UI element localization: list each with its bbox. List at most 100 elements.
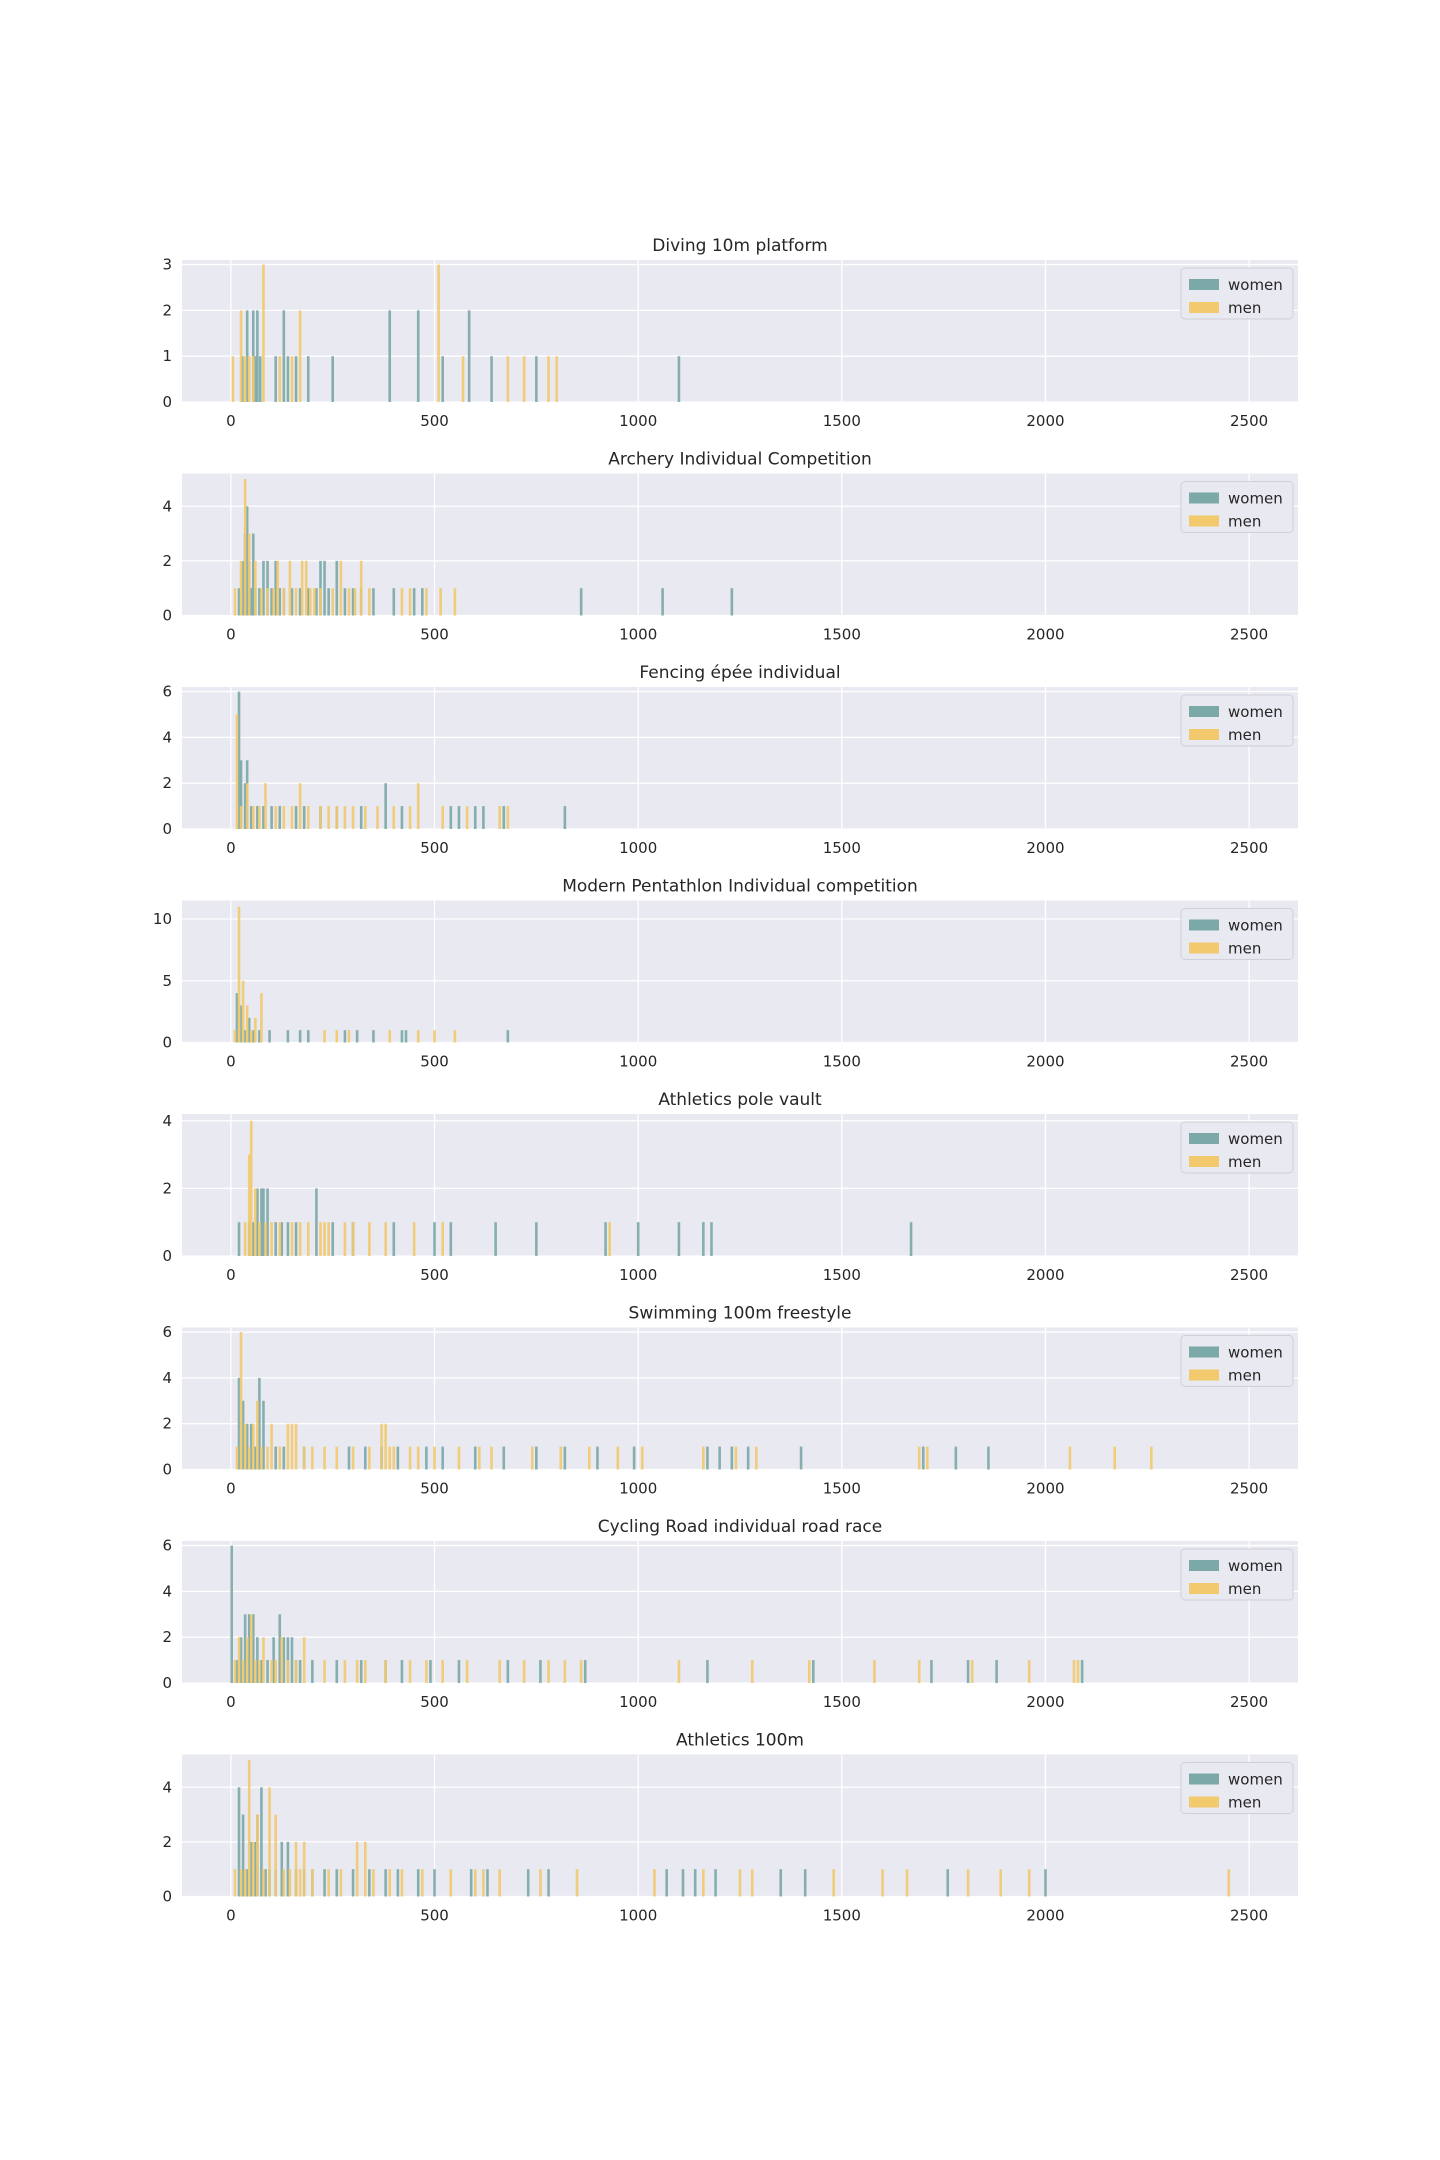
bar-men: [392, 806, 396, 829]
bar-men: [306, 806, 310, 829]
x-tick-label: 2000: [1026, 412, 1064, 430]
legend-swatch-men: [1189, 1583, 1219, 1594]
panel-5: 0 500 1000 1500 2000 2500 0 2 4 Athletics pole va…: [162, 1090, 1298, 1284]
bar-women: [441, 356, 444, 402]
bar-women: [714, 1869, 717, 1897]
bar-men: [547, 356, 550, 402]
bar-women: [245, 1869, 249, 1897]
y-tick-label: 4: [162, 497, 172, 515]
bar-women: [241, 560, 245, 616]
bar-women: [243, 1030, 247, 1043]
bar-women: [260, 1660, 263, 1683]
bar-men: [677, 1660, 681, 1683]
bar-men: [276, 560, 280, 616]
y-tick-label: 2: [162, 774, 172, 792]
bar-women: [294, 1222, 298, 1256]
legend-label-men: men: [1228, 1367, 1261, 1385]
bar-men: [702, 1869, 705, 1897]
y-tick-label: 2: [162, 1179, 172, 1197]
x-tick-label: 1500: [823, 412, 861, 430]
bar-men: [807, 1660, 811, 1683]
legend: women men: [1180, 1548, 1294, 1601]
bar-women: [315, 588, 318, 616]
bar-women: [237, 1222, 241, 1256]
legend-swatch-women: [1189, 279, 1219, 290]
bar-women: [535, 1222, 538, 1256]
y-tick-label: 0: [162, 1034, 172, 1052]
bar-men: [239, 1869, 243, 1897]
series-men: [233, 906, 457, 1043]
panel-title: Archery Individual Competition: [608, 450, 872, 470]
bar-men: [335, 1446, 339, 1470]
bar-men: [288, 560, 292, 616]
bar-women: [256, 806, 259, 829]
bar-men: [832, 1869, 835, 1897]
bar-women: [245, 310, 249, 402]
bar-women: [298, 588, 302, 616]
bar-women: [258, 1377, 261, 1470]
bar-women: [706, 1446, 709, 1470]
legend-label-women: women: [1228, 1344, 1283, 1362]
panel-7: 0 500 1000 1500 2000 2500 0 2 4 6 Cycling Road ind…: [162, 1517, 1298, 1711]
x-tick-label: 1500: [823, 1907, 861, 1925]
bar-women: [249, 1423, 253, 1470]
bar-women: [799, 1446, 803, 1470]
bar-men: [298, 1222, 302, 1256]
bar-women: [421, 588, 424, 616]
y-tick-label: 2: [162, 1628, 172, 1646]
bar-women: [632, 1446, 636, 1470]
x-tick-label: 0: [226, 1266, 236, 1284]
bar-men: [461, 356, 465, 402]
bar-men: [260, 1446, 263, 1470]
bar-women: [274, 1222, 277, 1256]
bar-men: [254, 1188, 257, 1256]
bar-men: [926, 1446, 929, 1470]
x-tick-label: 500: [420, 626, 449, 644]
bar-women: [494, 1222, 497, 1256]
panel-title: Fencing épée individual: [639, 663, 840, 683]
bar-men: [298, 310, 302, 402]
bar-men: [363, 1841, 367, 1897]
bar-women: [372, 1030, 375, 1043]
bar-men: [290, 356, 294, 402]
bar-women: [490, 356, 493, 402]
bar-women: [237, 1787, 241, 1897]
bar-men: [465, 806, 469, 829]
bar-men: [372, 1869, 375, 1897]
bar-men: [290, 1423, 294, 1470]
y-tick-label: 2: [162, 552, 172, 570]
bar-men: [266, 1446, 269, 1470]
bar-women: [254, 356, 257, 402]
x-tick-label: 1000: [619, 1053, 657, 1071]
y-tick-label: 2: [162, 1833, 172, 1851]
panel-background: [182, 473, 1298, 616]
x-tick-label: 1500: [823, 839, 861, 857]
y-tick-label: 5: [162, 972, 172, 990]
bar-men: [1150, 1446, 1153, 1470]
bar-men: [640, 1446, 644, 1470]
bar-women: [702, 1222, 705, 1256]
bar-men: [441, 1222, 444, 1256]
bar-men: [233, 1869, 237, 1897]
bar-men: [368, 1446, 371, 1470]
bar-women: [449, 806, 453, 829]
x-tick-label: 2500: [1230, 1907, 1268, 1925]
bar-men: [555, 356, 559, 402]
bar-men: [247, 356, 251, 402]
bar-men: [408, 806, 412, 829]
bar-women: [251, 533, 255, 616]
bar-women: [396, 1869, 400, 1897]
bar-women: [404, 1030, 408, 1043]
legend-label-women: women: [1228, 1771, 1283, 1789]
bar-women: [343, 1030, 347, 1043]
bar-women: [441, 1446, 444, 1470]
bar-women: [433, 1222, 436, 1256]
bar-women: [272, 1637, 275, 1683]
bar-women: [286, 1841, 290, 1897]
legend-swatch-men: [1189, 515, 1219, 527]
bar-men: [408, 588, 412, 616]
bar-women: [260, 1188, 263, 1256]
bar-women: [245, 506, 249, 616]
bar-men: [1072, 1660, 1076, 1683]
